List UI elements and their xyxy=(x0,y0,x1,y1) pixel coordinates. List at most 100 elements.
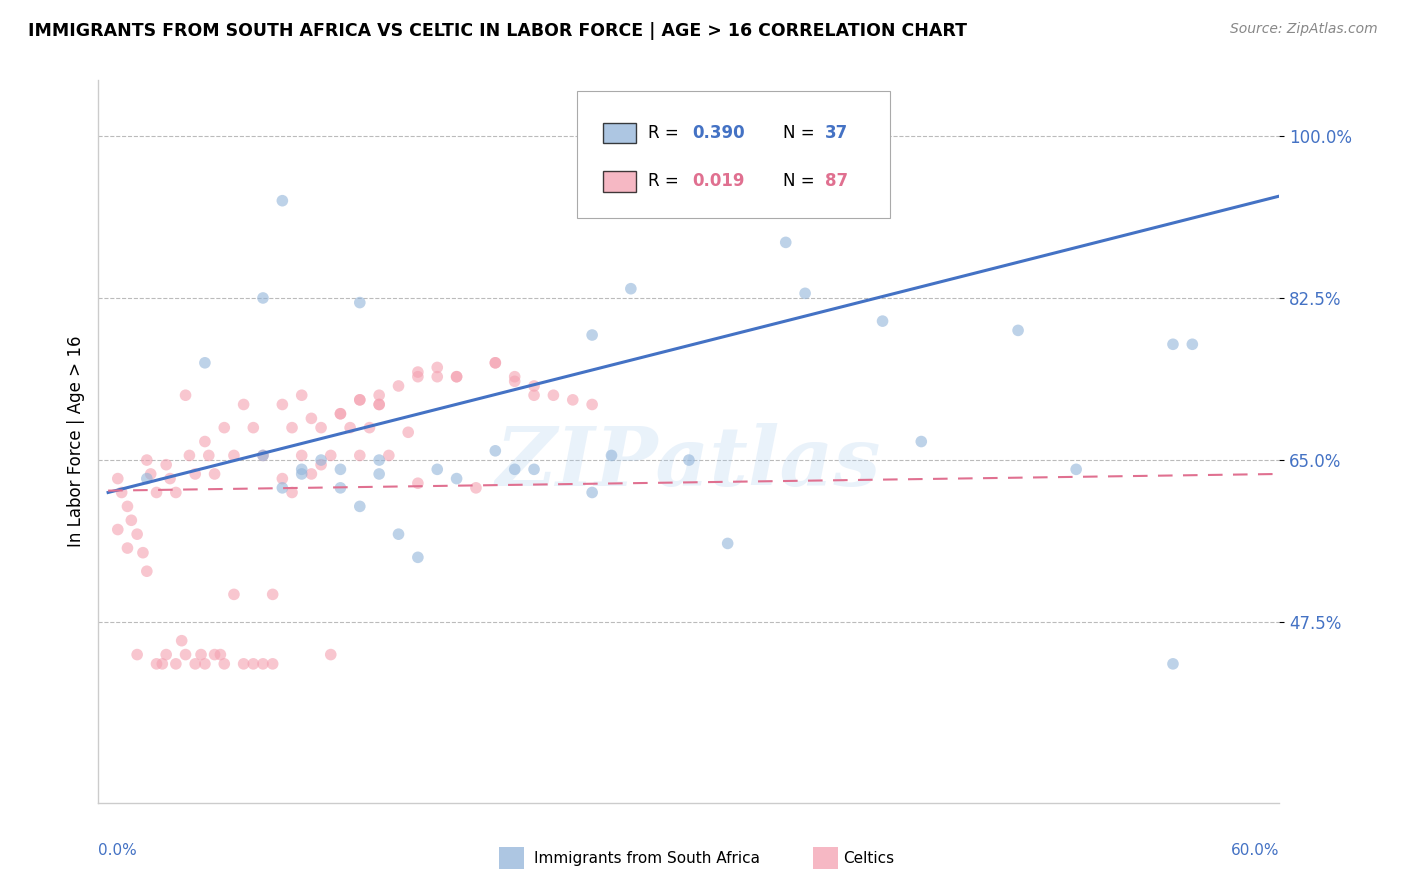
Point xyxy=(145,657,167,671)
Point xyxy=(179,449,201,463)
Point xyxy=(135,453,157,467)
Text: ZIPatlas: ZIPatlas xyxy=(496,423,882,503)
Point xyxy=(209,648,232,662)
Point xyxy=(150,657,173,671)
Bar xyxy=(813,847,838,869)
Point xyxy=(484,356,506,370)
Point xyxy=(222,587,245,601)
Text: Celtics: Celtics xyxy=(844,851,894,865)
Point xyxy=(319,648,342,662)
Point xyxy=(155,458,177,472)
Point xyxy=(291,462,314,476)
Point xyxy=(252,449,274,463)
Point xyxy=(262,657,284,671)
Point xyxy=(107,523,129,537)
Point xyxy=(368,397,391,411)
Point xyxy=(281,485,304,500)
Point xyxy=(214,420,236,434)
Point xyxy=(484,356,506,370)
Point xyxy=(426,369,449,384)
Y-axis label: In Labor Force | Age > 16: In Labor Force | Age > 16 xyxy=(66,335,84,548)
Point xyxy=(291,449,314,463)
Point xyxy=(252,449,274,463)
Point xyxy=(349,500,371,514)
Point xyxy=(775,235,797,250)
Point xyxy=(406,550,429,565)
Point xyxy=(299,411,322,425)
Point xyxy=(271,194,294,208)
Point xyxy=(271,481,294,495)
Point xyxy=(349,295,371,310)
Point xyxy=(117,541,139,555)
Point xyxy=(426,360,449,375)
Point xyxy=(271,472,294,486)
FancyBboxPatch shape xyxy=(603,171,636,192)
Text: 0.019: 0.019 xyxy=(693,172,745,190)
Point xyxy=(281,420,304,434)
Point xyxy=(165,485,187,500)
Point xyxy=(291,467,314,481)
Point xyxy=(111,485,134,500)
Point xyxy=(446,369,468,384)
Text: N =: N = xyxy=(783,172,820,190)
Point xyxy=(117,500,139,514)
Point xyxy=(349,392,371,407)
Point xyxy=(184,657,207,671)
Point xyxy=(222,449,245,463)
Point xyxy=(135,564,157,578)
FancyBboxPatch shape xyxy=(603,123,636,143)
Point xyxy=(214,657,236,671)
Point xyxy=(349,449,371,463)
Point xyxy=(387,379,409,393)
Point xyxy=(299,467,322,481)
Point xyxy=(194,434,217,449)
Point xyxy=(396,425,419,440)
Point xyxy=(1181,337,1204,351)
Point xyxy=(794,286,817,301)
Point xyxy=(309,458,332,472)
Point xyxy=(262,587,284,601)
Point xyxy=(329,407,352,421)
Point xyxy=(120,513,142,527)
Text: 87: 87 xyxy=(825,172,848,190)
Point xyxy=(145,485,167,500)
Point xyxy=(620,282,643,296)
Point xyxy=(910,434,932,449)
Text: 0.0%: 0.0% xyxy=(98,843,138,857)
Point xyxy=(446,369,468,384)
Point xyxy=(523,379,546,393)
Text: R =: R = xyxy=(648,124,683,142)
Point xyxy=(1064,462,1087,476)
Point xyxy=(252,291,274,305)
Point xyxy=(339,420,361,434)
Point xyxy=(678,453,700,467)
Point xyxy=(132,546,155,560)
Point xyxy=(232,657,254,671)
Point xyxy=(503,375,526,389)
Point xyxy=(523,388,546,402)
Point xyxy=(523,462,546,476)
Point xyxy=(872,314,894,328)
Point xyxy=(543,388,565,402)
Point xyxy=(170,633,193,648)
Point xyxy=(406,369,429,384)
Point xyxy=(174,388,197,402)
Point xyxy=(406,476,429,491)
Point xyxy=(127,648,149,662)
Point xyxy=(1161,657,1184,671)
Text: IMMIGRANTS FROM SOUTH AFRICA VS CELTIC IN LABOR FORCE | AGE > 16 CORRELATION CHA: IMMIGRANTS FROM SOUTH AFRICA VS CELTIC I… xyxy=(28,22,967,40)
Point xyxy=(194,657,217,671)
Point xyxy=(242,657,264,671)
Point xyxy=(359,420,381,434)
Point xyxy=(107,472,129,486)
Point xyxy=(368,397,391,411)
Point xyxy=(319,449,342,463)
Point xyxy=(329,462,352,476)
Text: N =: N = xyxy=(783,124,820,142)
Point xyxy=(309,420,332,434)
Text: Source: ZipAtlas.com: Source: ZipAtlas.com xyxy=(1230,22,1378,37)
Point xyxy=(139,467,162,481)
Point xyxy=(190,648,212,662)
Point xyxy=(271,397,294,411)
Point xyxy=(368,453,391,467)
